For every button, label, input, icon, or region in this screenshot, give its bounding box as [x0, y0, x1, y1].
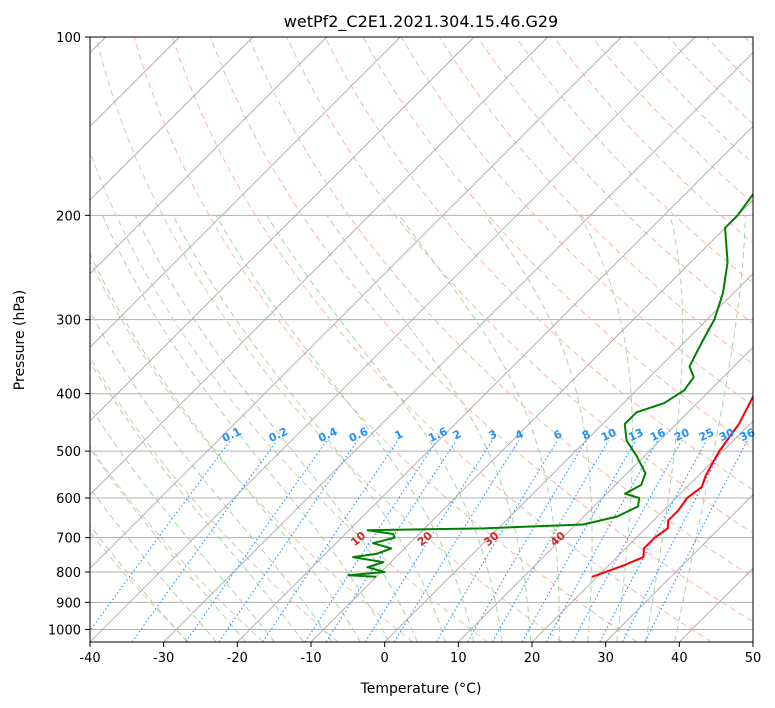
moist-adiabat: [215, 215, 475, 642]
mixing-ratio-line: [521, 440, 637, 642]
mixing-ratio-line: [304, 440, 438, 642]
isotherm-line: [458, 346, 753, 642]
dry-adiabat: [90, 259, 414, 642]
x-tick-label: 10: [450, 651, 467, 666]
dry-adiabat: [90, 445, 264, 642]
isotherm-line: [531, 420, 753, 642]
x-tick-label: -40: [79, 651, 100, 666]
dry-adiabat: [171, 37, 712, 642]
y-tick-label: 600: [56, 492, 81, 507]
isotherm-line: [90, 37, 327, 275]
mixing-ratio-line: [262, 440, 399, 642]
mixing-ratio-label: 30: [717, 426, 737, 444]
mixing-ratio-line: [218, 440, 358, 642]
mixing-ratio-line: [90, 440, 231, 632]
moist-adiabat: [90, 487, 217, 642]
moist-adiabat: [172, 215, 446, 642]
mixing-ratio-label: 36: [738, 426, 758, 444]
mixing-ratio-label: 16: [648, 426, 668, 444]
y-tick-label: 700: [56, 532, 81, 547]
y-tick-label: 300: [56, 314, 81, 329]
y-tick-label: 200: [56, 209, 81, 224]
isotherm-line: [90, 37, 548, 496]
dry-adiabat: [400, 37, 753, 407]
y-tick-label: 800: [56, 566, 81, 581]
isotherm-line: [605, 494, 753, 642]
dewpoint-profile-line: [347, 192, 753, 578]
x-tick-label: 50: [745, 651, 762, 666]
isotherm-line: [163, 52, 753, 642]
moist-adiabat: [90, 406, 275, 642]
temperature-profile-line: [591, 394, 753, 578]
isotherm-line: [90, 37, 622, 569]
moist-adiabat: [90, 447, 247, 642]
mixing-ratio-label: 10: [599, 426, 619, 444]
isotherm-line: [90, 37, 696, 642]
isotherm-line: [384, 273, 753, 642]
y-tick-label: 900: [56, 596, 81, 611]
moist-adiabat: [579, 215, 634, 642]
x-axis-label: Temperature (°C): [360, 681, 482, 697]
dry-adiabat: [248, 37, 753, 578]
moist-adiabat: [101, 215, 390, 642]
moist-adiabat: [90, 360, 304, 642]
dry-adiabat: [476, 37, 753, 325]
isotherm-line: [90, 37, 254, 201]
y-tick-label: 100: [56, 31, 81, 46]
isotherm-line: [90, 37, 401, 348]
x-tick-label: -20: [227, 651, 248, 666]
mixing-ratio-line: [644, 440, 748, 642]
plot-frame: [89, 36, 754, 643]
mixing-ratio-line: [131, 440, 278, 642]
moist-adiabat: [326, 215, 532, 642]
chart-title: wetPf2_C2E1.2021.304.15.46.G29: [284, 12, 558, 32]
mixing-ratio-label: 25: [697, 426, 716, 444]
y-axis-label: Pressure (hPa): [12, 290, 28, 390]
mixing-ratio-line: [185, 440, 328, 642]
y-tick-label: 1000: [48, 623, 81, 638]
x-tick-label: -30: [153, 651, 174, 666]
moist-adiabat: [266, 215, 503, 642]
mixing-ratio-label: 13: [626, 426, 645, 444]
mixing-ratio-line: [364, 440, 493, 642]
dry-adiabat: [553, 37, 753, 244]
isotherm-line: [90, 37, 475, 422]
dry-adiabat: [90, 150, 488, 642]
x-tick-label: 20: [524, 651, 541, 666]
y-tick-label: 400: [56, 388, 81, 403]
moist-adiabat: [645, 215, 684, 642]
y-tick-label: 500: [56, 445, 81, 460]
mixing-ratio-line: [572, 440, 683, 642]
moist-adiabat: [398, 215, 560, 642]
dry-adiabat: [286, 37, 753, 534]
mixing-ratio-line: [435, 440, 558, 642]
x-tick-label: 40: [671, 651, 688, 666]
mixing-ratio-label: 20: [672, 426, 692, 444]
moist-adiabat: [90, 252, 361, 642]
dry-adiabat: [95, 37, 563, 642]
dry-adiabat: [133, 37, 638, 642]
x-tick-label: -10: [300, 651, 321, 666]
isotherm-line: [237, 125, 753, 642]
mixing-ratio-line: [467, 440, 587, 642]
dry-adiabat: [438, 37, 753, 366]
x-tick-label: 0: [381, 651, 389, 666]
moist-adiabat: [134, 215, 418, 642]
dry-adiabat: [362, 37, 753, 449]
x-tick-label: 30: [597, 651, 614, 666]
moist-adiabat: [674, 215, 746, 642]
mixing-ratio-line: [545, 440, 659, 642]
dry-adiabat: [591, 37, 753, 204]
isotherm-line: [310, 199, 753, 642]
moist-adiabat: [90, 310, 333, 642]
